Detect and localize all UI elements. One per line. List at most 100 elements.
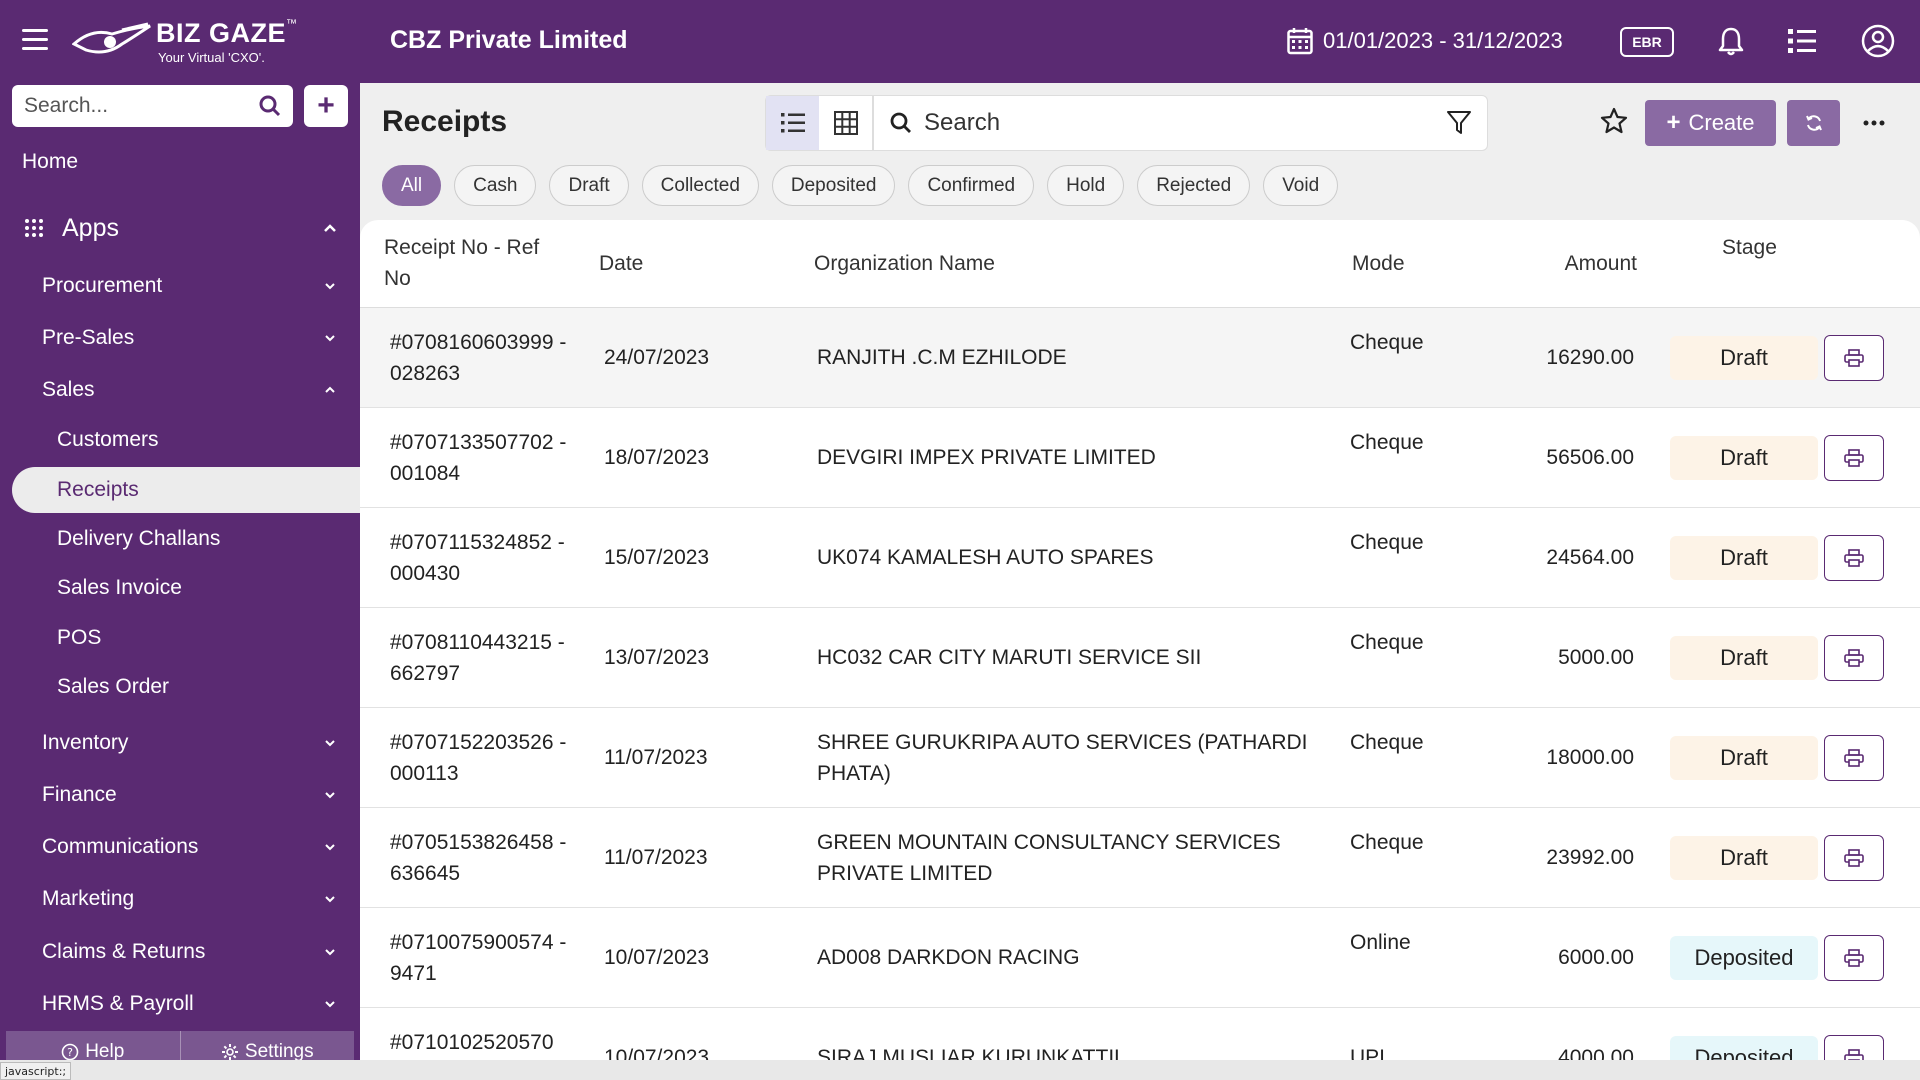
sidebar-item-label: Claims & Returns	[42, 940, 206, 963]
organization-name[interactable]: AD008 DARKDON RACING	[817, 946, 1080, 969]
star-icon[interactable]	[1600, 107, 1632, 139]
payment-mode: Online	[1350, 931, 1411, 954]
printer-icon	[1844, 549, 1864, 567]
organization-name[interactable]: HC032 CAR CITY MARUTI SERVICE SII	[817, 646, 1202, 669]
logo-brand: BIZ GAZE™	[156, 18, 298, 48]
sidebar-item-label: Sales	[42, 378, 95, 401]
date-range-picker[interactable]: 01/01/2023 - 31/12/2023	[1287, 22, 1563, 60]
sidebar-item-receipts[interactable]: Receipts	[12, 467, 360, 513]
filter-icon[interactable]	[1447, 110, 1471, 136]
print-button[interactable]	[1824, 635, 1884, 681]
company-name[interactable]: CBZ Private Limited	[390, 26, 628, 54]
amount: 23992.00	[1546, 846, 1634, 869]
sidebar-item-sales[interactable]: Sales	[0, 370, 360, 410]
organization-name[interactable]: GREEN MOUNTAIN CONSULTANCY SERVICES PRIV…	[817, 831, 1281, 885]
organization-name[interactable]: DEVGIRI IMPEX PRIVATE LIMITED	[817, 446, 1156, 469]
sidebar-item-marketing[interactable]: Marketing	[0, 879, 360, 919]
settings-button[interactable]: Settings	[179, 1031, 355, 1073]
receipts-table: Receipt No - Ref No Date Organization Na…	[360, 220, 1920, 1080]
col-mode[interactable]: Mode	[1352, 252, 1405, 275]
print-button[interactable]	[1824, 535, 1884, 581]
col-stage[interactable]: Stage	[1722, 236, 1777, 259]
view-toggle	[765, 95, 873, 151]
sidebar-item-sales-invoice[interactable]: Sales Invoice	[0, 568, 360, 608]
filter-chip-collected[interactable]: Collected	[641, 165, 759, 206]
print-button[interactable]	[1824, 735, 1884, 781]
receipt-number: #0707133507702 - 001084	[390, 431, 567, 485]
table-row[interactable]: #0710075900574 - 9471 10/07/2023 AD008 DAR…	[360, 908, 1920, 1008]
table-row[interactable]: #0707152203526 - 000113 11/07/2023 SHREE G…	[360, 708, 1920, 808]
col-organization[interactable]: Organization Name	[814, 252, 995, 275]
sidebar-item-inventory[interactable]: Inventory	[0, 723, 360, 763]
sidebar-item-sales-order[interactable]: Sales Order	[0, 667, 360, 707]
bizgaze-logo[interactable]: BIZ GAZE™ Your Virtual 'CXO'.	[72, 18, 297, 68]
hamburger-icon[interactable]	[22, 29, 48, 53]
filter-chip-confirmed[interactable]: Confirmed	[908, 165, 1035, 206]
col-receipt-no[interactable]: Receipt No - Ref No	[384, 236, 540, 290]
sidebar-item-finance[interactable]: Finance	[0, 775, 360, 815]
horizontal-scrollbar[interactable]	[0, 1060, 1920, 1080]
chevron-down-icon	[325, 896, 335, 903]
ebr-button[interactable]: EBR	[1620, 27, 1674, 57]
grid-view-button[interactable]	[819, 96, 872, 150]
sidebar-item-communications[interactable]: Communications	[0, 827, 360, 867]
payment-mode: Cheque	[1350, 731, 1424, 754]
stage-badge: Draft	[1670, 536, 1818, 580]
filter-chip-all[interactable]: All	[382, 165, 442, 206]
help-button[interactable]: ? Help	[6, 1031, 180, 1073]
filter-chip-draft[interactable]: Draft	[549, 165, 629, 206]
filter-chip-deposited[interactable]: Deposited	[771, 165, 896, 206]
amount: 18000.00	[1546, 746, 1634, 769]
sidebar-item-label: Sales Invoice	[57, 576, 182, 599]
sidebar-item-delivery-challans[interactable]: Delivery Challans	[0, 519, 360, 559]
organization-name[interactable]: RANJITH .C.M EZHILODE	[817, 346, 1067, 369]
print-button[interactable]	[1824, 935, 1884, 981]
sidebar-item-apps[interactable]: Apps	[0, 205, 360, 251]
printer-icon	[1844, 349, 1864, 367]
create-button[interactable]: + Create	[1645, 100, 1776, 146]
table-row[interactable]: #0707133507702 - 001084 18/07/2023 DEVGIRI…	[360, 408, 1920, 508]
sidebar-item-customers[interactable]: Customers	[0, 420, 360, 460]
amount: 16290.00	[1546, 346, 1634, 369]
sidebar-search-input[interactable]: Search...	[12, 85, 293, 127]
list-view-button[interactable]	[766, 96, 819, 150]
printer-icon	[1844, 449, 1864, 467]
table-row[interactable]: #0705153826458 - 636645 11/07/2023 GREEN M…	[360, 808, 1920, 908]
filter-chip-cash[interactable]: Cash	[454, 165, 537, 206]
search-icon[interactable]	[259, 95, 281, 117]
records-search-input[interactable]: Search	[873, 95, 1488, 151]
table-row[interactable]: #0708160603999 - 028263 24/07/2023 RANJITH…	[360, 308, 1920, 408]
filter-chip-rejected[interactable]: Rejected	[1137, 165, 1251, 206]
receipt-date: 10/07/2023	[604, 946, 710, 969]
records-search-placeholder: Search	[924, 109, 1001, 136]
refresh-icon	[1805, 115, 1822, 131]
print-button[interactable]	[1824, 835, 1884, 881]
organization-name[interactable]: UK074 KAMALESH AUTO SPARES	[817, 546, 1154, 569]
main-content: Receipts Search + Create All Cash Draft Col…	[360, 83, 1920, 1080]
filter-chip-hold[interactable]: Hold	[1047, 165, 1125, 206]
sidebar-item-home[interactable]: Home	[0, 142, 360, 182]
sidebar-item-pos[interactable]: POS	[0, 618, 360, 658]
col-date[interactable]: Date	[599, 252, 644, 275]
table-row[interactable]: #0707115324852 - 000430 15/07/2023 UK074 K…	[360, 508, 1920, 608]
organization-name[interactable]: SHREE GURUKRIPA AUTO SERVICES (PATHARDI …	[817, 731, 1308, 785]
sidebar-item-presales[interactable]: Pre-Sales	[0, 318, 360, 358]
help-circle-icon: ?	[61, 1043, 79, 1061]
sidebar-item-procurement[interactable]: Procurement	[0, 266, 360, 306]
table-row[interactable]: #0708110443215 - 662797 13/07/2023 HC032 C…	[360, 608, 1920, 708]
sidebar-add-button[interactable]: +	[304, 85, 348, 127]
user-circle-icon[interactable]	[1859, 22, 1897, 60]
filter-chip-void[interactable]: Void	[1263, 165, 1339, 206]
print-button[interactable]	[1824, 335, 1884, 381]
sidebar-item-claims-returns[interactable]: Claims & Returns	[0, 932, 360, 972]
sidebar-item-hrms-payroll[interactable]: HRMS & Payroll	[0, 984, 360, 1024]
bell-icon[interactable]	[1712, 22, 1750, 60]
col-amount[interactable]: Amount	[1564, 252, 1637, 275]
refresh-button[interactable]	[1787, 100, 1840, 146]
list-icon[interactable]	[1783, 22, 1821, 60]
print-button[interactable]	[1824, 435, 1884, 481]
chevron-up-icon	[325, 386, 335, 393]
more-horizontal-icon[interactable]	[1858, 107, 1890, 139]
amount: 56506.00	[1546, 446, 1634, 469]
amount: 5000.00	[1558, 646, 1634, 669]
